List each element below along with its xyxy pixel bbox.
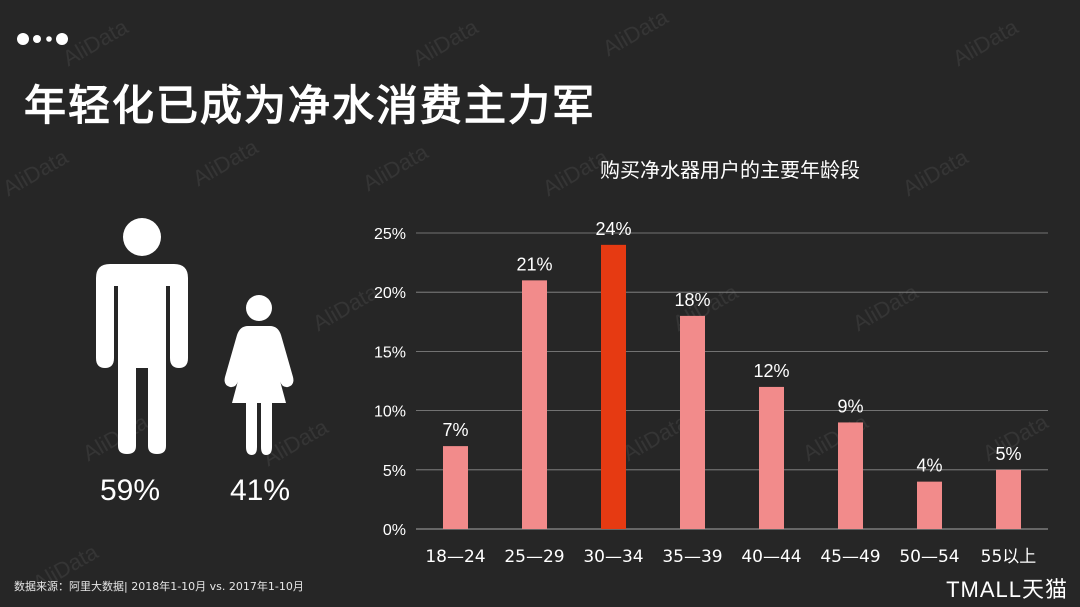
y-tick-label: 5% (383, 463, 406, 480)
data-label: 18% (674, 290, 710, 310)
data-label: 24% (595, 219, 631, 239)
bar (759, 386, 784, 529)
chart-title: 购买净水器用户的主要年龄段 (600, 158, 860, 182)
y-tick-label: 25% (374, 226, 406, 243)
male-person-icon (96, 218, 188, 454)
female-person-icon (224, 295, 294, 455)
x-tick-label: 18—24 (425, 547, 485, 567)
bar (680, 315, 705, 529)
y-tick-label: 0% (383, 522, 406, 539)
female-percentage: 41% (229, 474, 291, 507)
x-tick-label: 50—54 (899, 547, 959, 567)
x-tick-label: 25—29 (504, 547, 564, 567)
bar (917, 481, 942, 529)
data-label: 5% (995, 444, 1021, 464)
x-tick-label: 55以上 (981, 547, 1037, 567)
y-tick-label: 20% (374, 285, 406, 302)
y-tick-label: 15% (374, 344, 406, 361)
data-label: 12% (753, 361, 789, 381)
x-tick-label: 40—44 (741, 547, 801, 567)
male-percentage: 59% (99, 474, 161, 507)
data-source-note: 数据来源：阿里大数据| 2018年1-10月 vs. 2017年1-10月 (14, 580, 304, 593)
bar (601, 244, 626, 529)
y-tick-label: 10% (374, 404, 406, 421)
x-tick-label: 35—39 (662, 547, 722, 567)
bar (838, 422, 863, 529)
bar (996, 469, 1021, 529)
page-title: 年轻化已成为净水消费主力军 (24, 81, 597, 130)
x-tick-label: 45—49 (820, 547, 880, 567)
tmall-brand-logo: TMALL天猫 (946, 577, 1068, 602)
alidata-logo-icon (17, 33, 68, 45)
x-tick-label: 30—34 (583, 547, 643, 567)
bar (443, 446, 468, 529)
data-label: 21% (516, 254, 552, 274)
bar (522, 280, 547, 529)
data-label: 7% (442, 420, 468, 440)
data-label: 4% (916, 456, 942, 476)
data-label: 9% (837, 396, 863, 416)
